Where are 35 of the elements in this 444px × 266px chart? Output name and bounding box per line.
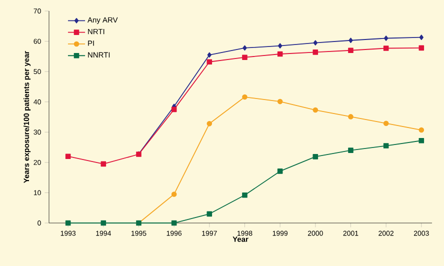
point <box>171 220 177 226</box>
point <box>206 121 212 126</box>
point <box>418 45 424 51</box>
point <box>418 127 424 133</box>
point <box>171 106 177 112</box>
point <box>277 51 283 57</box>
point <box>348 48 354 54</box>
point <box>65 154 71 160</box>
point <box>383 46 389 51</box>
point <box>383 120 389 126</box>
point <box>242 192 248 198</box>
point <box>242 54 248 60</box>
point <box>277 98 283 104</box>
point <box>313 40 318 46</box>
point <box>207 52 212 58</box>
point <box>418 138 424 144</box>
point <box>100 220 106 226</box>
point <box>384 36 388 41</box>
point <box>65 220 71 226</box>
point <box>242 45 247 51</box>
point <box>312 154 318 160</box>
point <box>277 168 283 174</box>
point <box>206 59 212 65</box>
point <box>348 148 354 153</box>
point <box>383 143 389 148</box>
point <box>278 43 282 48</box>
point <box>171 192 177 197</box>
point <box>242 94 248 100</box>
point <box>348 114 354 120</box>
point <box>100 161 106 167</box>
point <box>206 211 212 217</box>
point <box>312 50 318 55</box>
point <box>312 107 318 113</box>
point <box>348 38 353 44</box>
point <box>419 34 424 40</box>
